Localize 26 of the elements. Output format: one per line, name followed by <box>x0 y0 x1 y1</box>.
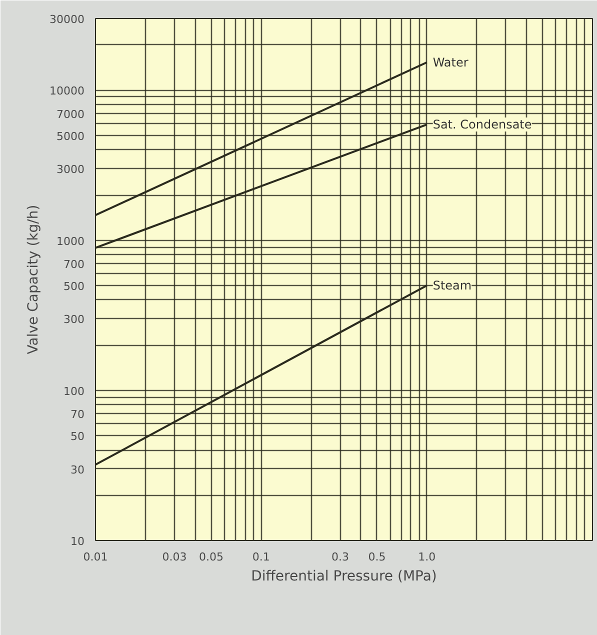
y-tick-label: 10000 <box>50 84 85 98</box>
x-tick-label: 0.05 <box>199 550 224 564</box>
y-tick-label: 1000 <box>56 234 85 248</box>
y-tick-label: 7000 <box>56 108 85 121</box>
y-tick-label: 500 <box>64 280 85 293</box>
y-tick-label: 5000 <box>56 130 85 143</box>
y-tick-label: 30000 <box>50 13 85 26</box>
x-tick-label: 1.0 <box>418 550 436 564</box>
y-axis-title: Valve Capacity (kg/h) <box>26 204 42 354</box>
x-tick-label: 0.3 <box>331 550 349 564</box>
y-tick-label: 300 <box>64 313 85 326</box>
y-tick-label: 700 <box>64 258 85 272</box>
x-tick-label: 0.1 <box>252 550 270 564</box>
y-tick-label: 50 <box>70 430 85 444</box>
x-tick-label: 0.03 <box>162 550 187 564</box>
series-label: Steam <box>432 278 472 292</box>
y-tick-label: 30 <box>70 463 85 476</box>
series-label: Sat. Condensate <box>432 118 532 132</box>
series-label: Water <box>432 55 468 70</box>
x-tick-label: 0.5 <box>368 550 386 564</box>
y-tick-label: 100 <box>64 384 85 398</box>
y-tick-label: 10 <box>70 535 85 548</box>
y-tick-label: 70 <box>70 408 85 422</box>
x-axis-title: Differential Pressure (MPa) <box>251 568 437 584</box>
y-tick-label: 3000 <box>56 163 85 176</box>
x-tick-label: 0.01 <box>83 550 108 564</box>
